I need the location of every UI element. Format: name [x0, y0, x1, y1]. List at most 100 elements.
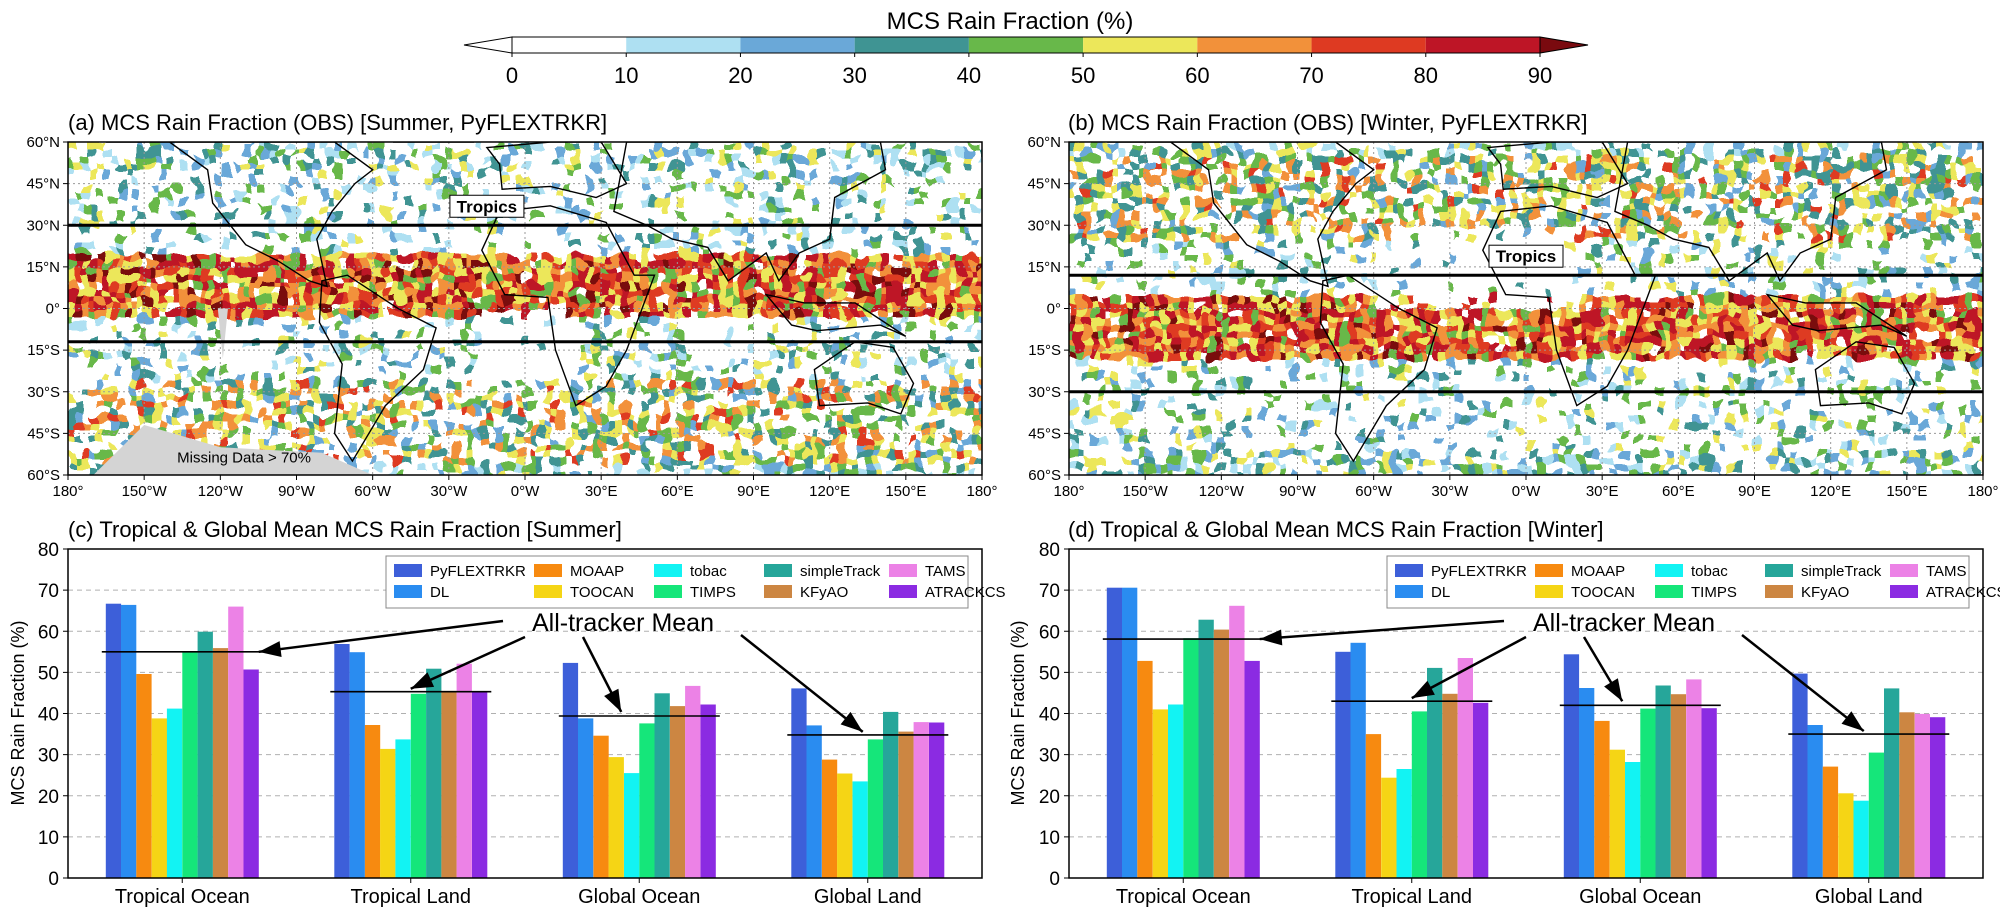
bar-atrackcs	[1244, 660, 1260, 878]
x-tick-label: Tropical Land	[351, 886, 471, 908]
legend-swatch	[534, 564, 562, 577]
bar-toocan	[1609, 749, 1625, 878]
y-tick-label: 50	[38, 663, 59, 684]
bar-moaap	[593, 735, 609, 878]
colorbar-cell	[968, 37, 1084, 53]
bar-timps	[1411, 711, 1428, 878]
lat-tick-label: 45°N	[26, 176, 60, 193]
continent-outline	[481, 205, 656, 407]
x-tick-label: Tropical Ocean	[115, 886, 250, 908]
continent-outline	[1486, 142, 1629, 199]
legend-label: ATRACKCS	[925, 584, 1006, 601]
map-title: (a) MCS Rain Fraction (OBS) [Summer, PyF…	[68, 110, 607, 135]
bar-timps	[410, 693, 427, 878]
bar-pyflextrkr	[791, 688, 807, 878]
lon-tick-label: 180°	[52, 483, 83, 500]
bar-chart-summer: (c) Tropical & Global Mean MCS Rain Frac…	[8, 517, 1006, 908]
bar-atrackcs	[1473, 702, 1489, 878]
colorbar-cell	[1083, 37, 1198, 53]
map-area: Missing Data > 70% Tropics	[68, 142, 982, 475]
lon-tick-label: 180°	[966, 483, 997, 500]
bar-timps	[182, 652, 198, 878]
legend-label: TAMS	[925, 563, 966, 580]
lon-tick-label: 60°W	[1355, 483, 1393, 500]
colorbar-under-triangle	[463, 36, 513, 54]
lon-tick-label: 180°	[1053, 483, 1084, 500]
legend-swatch	[1655, 585, 1683, 598]
lon-tick-label: 120°E	[809, 483, 850, 500]
bar-tobac	[395, 739, 411, 878]
legend-label: MOAAP	[570, 563, 624, 580]
lon-tick-label: 90°W	[278, 483, 316, 500]
lat-tick-label: 60°S	[27, 467, 60, 484]
bar-kfyao	[212, 648, 229, 878]
legend-label: TIMPS	[690, 584, 736, 601]
tropics-label-box	[1488, 244, 1564, 268]
bar-pyflextrkr	[105, 603, 122, 878]
bar-pyflextrkr	[334, 644, 350, 878]
legend-swatch	[534, 585, 562, 598]
x-tick-label: Global Land	[1815, 886, 1923, 908]
bar-simpletrack	[426, 668, 442, 878]
map-area: Tropics	[1069, 142, 1983, 475]
legend-swatch	[1535, 564, 1563, 577]
bar-tams	[456, 663, 472, 878]
y-tick-label: 20	[38, 787, 59, 808]
bar-dl	[349, 652, 365, 878]
x-tick-label: Global Land	[814, 886, 922, 908]
bar-simpletrack	[883, 711, 899, 878]
colorbar-tick-label: 90	[1528, 63, 1552, 88]
colorbar-cell	[512, 37, 627, 53]
bar-dl	[1579, 688, 1595, 878]
lat-tick-label: 0°	[46, 301, 60, 318]
bar-toocan	[837, 773, 853, 878]
lon-tick-label: 180°	[1967, 483, 1998, 500]
legend-swatch	[394, 585, 422, 598]
bar-pyflextrkr	[1106, 587, 1123, 878]
lat-tick-label: 0°	[1047, 301, 1061, 318]
colorbar-tick-label: 60	[1185, 63, 1209, 88]
lon-tick-label: 120°E	[1810, 483, 1851, 500]
lon-tick-label: 30°W	[430, 483, 468, 500]
colorbar-cell	[854, 37, 969, 53]
bar-simpletrack	[1655, 685, 1671, 878]
legend-swatch	[764, 564, 792, 577]
bar-simpletrack	[1884, 688, 1900, 878]
bar-timps	[639, 723, 655, 878]
lon-tick-label: 60°E	[661, 483, 694, 500]
plot-frame	[67, 548, 983, 879]
bar-tams	[1914, 713, 1930, 878]
colorbar: MCS Rain Fraction (%) 0 10 20 30 40 50 60 70 80 9…	[463, 8, 1589, 88]
lat-tick-label: 45°S	[27, 425, 60, 442]
bar-tams	[685, 685, 701, 878]
missing-data-label: Missing Data > 70%	[177, 450, 311, 467]
bar-moaap	[136, 674, 152, 878]
continent-outline	[1814, 341, 1916, 415]
y-tick-label: 40	[1039, 705, 1060, 726]
continent-outline	[1614, 142, 1888, 283]
legend-swatch	[1890, 564, 1918, 577]
lat-tick-label: 45°S	[1028, 425, 1061, 442]
lon-tick-label: 150°W	[1123, 483, 1169, 500]
bar-kfyao	[1899, 712, 1915, 878]
y-tick-label: 80	[1039, 540, 1060, 561]
bar-tobac	[852, 781, 868, 878]
legend-label: TAMS	[1926, 563, 1967, 580]
bar-atrackcs	[472, 692, 488, 878]
bar-timps	[1640, 708, 1656, 878]
y-tick-label: 60	[1039, 622, 1060, 643]
legend-swatch	[654, 585, 682, 598]
mean-arrow	[258, 619, 504, 654]
legend-label: DL	[1431, 584, 1450, 601]
bar-atrackcs	[700, 704, 716, 878]
colorbar-over-triangle	[1539, 36, 1589, 54]
bar-atrackcs	[1930, 717, 1946, 878]
mean-arrow-head	[1259, 629, 1283, 646]
bar-tobac	[1853, 800, 1869, 878]
tropics-label-box	[449, 194, 525, 218]
legend-swatch	[889, 564, 917, 577]
lon-tick-label: 90°E	[1738, 483, 1771, 500]
bar-moaap	[1594, 720, 1610, 878]
bar-tams	[228, 606, 244, 878]
